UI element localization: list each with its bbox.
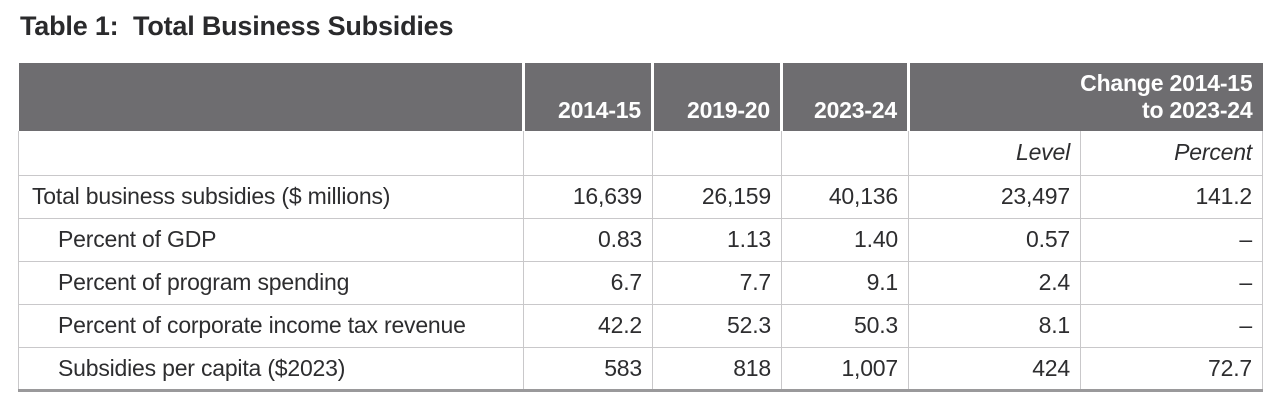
- value-cell: 818: [652, 346, 782, 391]
- table-row: Percent of program spending 6.7 7.7 9.1 …: [18, 260, 1263, 305]
- subheader-row: Level Percent: [18, 131, 1263, 176]
- change-label-line2: to 2023-24: [1141, 96, 1253, 123]
- value-cell: 0.83: [523, 217, 653, 262]
- header-cell-2014-15: 2014-15: [522, 63, 653, 131]
- table-body: Total business subsidies ($ millions) 16…: [18, 174, 1263, 391]
- row-label: Total business subsidies ($ millions): [18, 174, 524, 219]
- value-cell: 1.40: [781, 217, 909, 262]
- row-label: Percent of GDP: [18, 217, 524, 262]
- value-cell: –: [1080, 260, 1263, 305]
- value-cell: 2.4: [908, 260, 1081, 305]
- table-row: Total business subsidies ($ millions) 16…: [18, 174, 1263, 219]
- value-cell: 0.57: [908, 217, 1081, 262]
- subheader-blank-cell: [652, 131, 782, 176]
- subheader-blank-cell: [18, 131, 524, 176]
- table-header: 2014-15 2019-20 2023-24 Change 2014-15 t…: [18, 63, 1263, 176]
- row-label: Subsidies per capita ($2023): [18, 346, 524, 391]
- value-cell: 26,159: [652, 174, 782, 219]
- table-title: Table 1: Total Business Subsidies: [20, 11, 454, 41]
- value-cell: 42.2: [523, 303, 653, 348]
- table-row: Subsidies per capita ($2023) 583 818 1,0…: [18, 346, 1263, 391]
- value-cell: 40,136: [781, 174, 909, 219]
- header-row: 2014-15 2019-20 2023-24 Change 2014-15 t…: [18, 63, 1263, 131]
- value-cell: 1,007: [781, 346, 909, 391]
- value-cell: 72.7: [1080, 346, 1263, 391]
- row-label: Percent of corporate income tax revenue: [18, 303, 524, 348]
- value-cell: 8.1: [908, 303, 1081, 348]
- table-row: Percent of corporate income tax revenue …: [18, 303, 1263, 348]
- value-cell: 7.7: [652, 260, 782, 305]
- value-cell: 16,639: [523, 174, 653, 219]
- value-cell: –: [1080, 303, 1263, 348]
- subheader-level-cell: Level: [908, 131, 1081, 176]
- value-cell: 1.13: [652, 217, 782, 262]
- value-cell: 52.3: [652, 303, 782, 348]
- header-cell-blank: [18, 63, 524, 131]
- header-cell-2023-24: 2023-24: [780, 63, 909, 131]
- value-cell: 141.2: [1080, 174, 1263, 219]
- header-cell-change: Change 2014-15 to 2023-24: [907, 63, 1263, 131]
- value-cell: –: [1080, 217, 1263, 262]
- subheader-percent-cell: Percent: [1080, 131, 1263, 176]
- change-label-line1: Change 2014-15: [1080, 69, 1253, 96]
- value-cell: 23,497: [908, 174, 1081, 219]
- value-cell: 6.7: [523, 260, 653, 305]
- table-container: 2014-15 2019-20 2023-24 Change 2014-15 t…: [18, 63, 1263, 392]
- value-cell: 50.3: [781, 303, 909, 348]
- subheader-blank-cell: [523, 131, 653, 176]
- value-cell: 424: [908, 346, 1081, 391]
- value-cell: 583: [523, 346, 653, 391]
- subheader-blank-cell: [781, 131, 909, 176]
- table-row: Percent of GDP 0.83 1.13 1.40 0.57 –: [18, 217, 1263, 262]
- subsidies-table: 2014-15 2019-20 2023-24 Change 2014-15 t…: [18, 63, 1263, 392]
- value-cell: 9.1: [781, 260, 909, 305]
- header-cell-2019-20: 2019-20: [651, 63, 782, 131]
- row-label: Percent of program spending: [18, 260, 524, 305]
